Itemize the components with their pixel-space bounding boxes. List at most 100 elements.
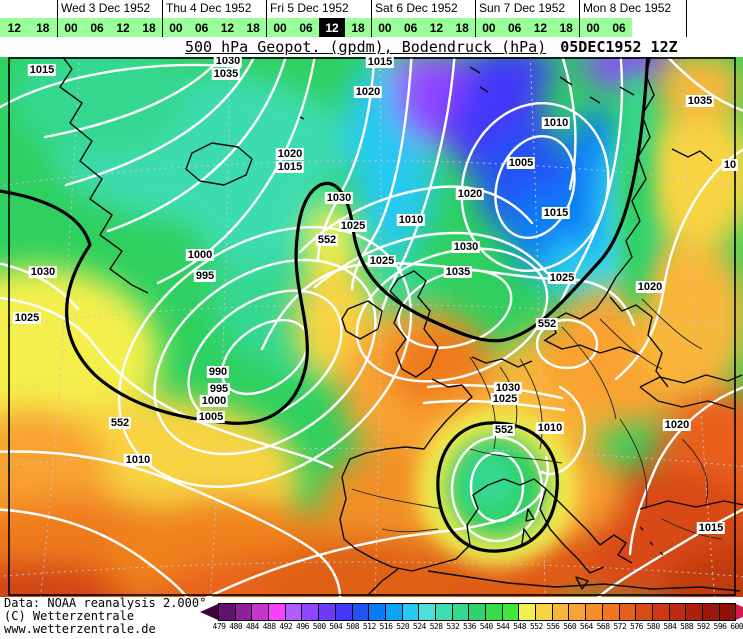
isobar-label: 1000: [199, 395, 229, 407]
isobar-label: 1035: [211, 68, 241, 80]
time-cell-sat-12[interactable]: 12: [423, 18, 450, 37]
map-timestamp: 05DEC1952 12Z: [560, 38, 678, 56]
scale-segment: [585, 604, 602, 620]
time-cell-prev-18[interactable]: 18: [28, 18, 57, 37]
time-cell-sun-18[interactable]: 18: [553, 18, 579, 37]
time-cell-sat-06[interactable]: 06: [397, 18, 424, 37]
scale-label: 576: [630, 622, 643, 631]
day-label: Mon 8 Dec 1952: [583, 1, 672, 15]
scale-segment: [568, 604, 586, 620]
time-cell-thu-18[interactable]: 18: [240, 18, 266, 37]
scale-segment: [318, 604, 335, 620]
time-cell-wed-06[interactable]: 06: [84, 18, 110, 37]
geopotential-label: 552: [535, 318, 559, 330]
scale-segment: [535, 604, 552, 620]
scale-segment: [451, 604, 469, 620]
nav-day-column: 12 18: [0, 0, 57, 37]
isobar-label: 1035: [685, 95, 715, 107]
day-label: Sat 6 Dec 1952: [375, 1, 458, 15]
scale-label: 512: [362, 622, 376, 631]
scale-segment: [468, 604, 485, 620]
scale-segment: [268, 604, 285, 620]
time-cell-mon-00[interactable]: 00: [580, 18, 606, 37]
isobar-label: 1015: [696, 522, 726, 534]
time-cell-thu-12[interactable]: 12: [214, 18, 241, 37]
day-label: Fri 5 Dec 1952: [270, 1, 349, 15]
scale-label: 520: [396, 622, 410, 631]
time-cell-wed-00[interactable]: 00: [58, 18, 84, 37]
isobar-label: 1015: [541, 207, 571, 219]
geopotential-label: 552: [108, 417, 132, 429]
day-label: Wed 3 Dec 1952: [61, 1, 151, 15]
scale-label: 600: [730, 622, 743, 631]
scale-label: 500: [312, 622, 326, 631]
scale-segment: [351, 604, 369, 620]
geopotential-label: 552: [315, 234, 339, 246]
scale-segment: [685, 604, 702, 620]
scale-label: 532: [446, 622, 460, 631]
scale-label: 479: [212, 622, 226, 631]
time-cell-fri-12[interactable]: 12: [319, 18, 345, 37]
isobar-label: 1030: [493, 382, 523, 394]
credits-block: Data: NOAA reanalysis 2.000° (C) Wetterz…: [4, 597, 206, 636]
nav-day-column: Thu 4 Dec 1952 00 06 12 18: [162, 0, 266, 37]
isobar-label: 1035: [443, 266, 473, 278]
colorbar-left-arrow-icon: [200, 604, 218, 620]
scale-label: 504: [329, 622, 343, 631]
scale-segment: [668, 604, 686, 620]
scale-segment: [651, 604, 669, 620]
scale-label: 564: [579, 622, 593, 631]
time-cell-thu-00[interactable]: 00: [163, 18, 189, 37]
isobar-label: 1015: [275, 161, 305, 173]
isobar-label: 1020: [275, 148, 305, 160]
weather-map: 1015 1030 1035 1015 1020 1020 1015 1030 1025 1010…: [0, 57, 743, 597]
time-cell-sun-12[interactable]: 12: [527, 18, 554, 37]
scale-segment: [434, 604, 452, 620]
nav-day-column: Sun 7 Dec 1952 00 06 12 18: [475, 0, 579, 37]
scale-segment: [284, 604, 302, 620]
time-cell-wed-18[interactable]: 18: [136, 18, 162, 37]
colorbar-right-arrow-icon: [736, 604, 743, 620]
scale-label: 572: [613, 622, 627, 631]
isobar-label: 1010: [123, 454, 153, 466]
field-overlay-blobs: [417, 67, 653, 567]
time-cell-sun-00[interactable]: 00: [476, 18, 502, 37]
data-source-line: Data: NOAA reanalysis 2.000°: [4, 596, 207, 610]
scale-label: 492: [279, 622, 293, 631]
isobar-label: 1025: [490, 393, 520, 405]
colorbar-segments: [218, 603, 737, 621]
time-cell-thu-06[interactable]: 06: [188, 18, 215, 37]
isobar-label: 1005: [506, 157, 536, 169]
geopotential-label: 552: [492, 424, 516, 436]
isobar-label: 1025: [367, 255, 397, 267]
time-cell-sat-00[interactable]: 00: [372, 18, 398, 37]
isobar-label: 1025: [338, 220, 368, 232]
time-cell-fri-00[interactable]: 00: [267, 18, 293, 37]
scale-segment: [618, 604, 636, 620]
scale-label: 596: [713, 622, 727, 631]
scale-segment: [334, 604, 352, 620]
time-cell-prev-12[interactable]: 12: [0, 18, 29, 37]
time-cell-mon-06[interactable]: 06: [606, 18, 632, 37]
time-cell-sun-06[interactable]: 06: [501, 18, 528, 37]
nav-end-filler: [686, 0, 743, 37]
scale-segment: [219, 604, 235, 620]
isobar-contours: [0, 57, 743, 597]
scale-segment: [401, 604, 419, 620]
scale-label: 516: [379, 622, 393, 631]
scale-label: 568: [596, 622, 610, 631]
time-cell-sat-18[interactable]: 18: [449, 18, 475, 37]
isobar-label: 1000: [185, 249, 215, 261]
website-line: www.wetterzentrale.de: [4, 622, 156, 636]
time-cell-fri-06[interactable]: 06: [293, 18, 319, 37]
colorbar-scale-labels: 479 480 484 488 492 496 500 504 508 512 516 520 524 5…: [213, 622, 743, 632]
scale-segment: [251, 604, 269, 620]
time-cell-fri-18[interactable]: 18: [345, 18, 371, 37]
time-cell-wed-12[interactable]: 12: [110, 18, 136, 37]
scale-label: 584: [663, 622, 677, 631]
coastlines: [59, 57, 743, 596]
isobar-label: 1030: [28, 266, 58, 278]
isobar-label: 1015: [365, 57, 395, 68]
scale-segment: [518, 604, 536, 620]
